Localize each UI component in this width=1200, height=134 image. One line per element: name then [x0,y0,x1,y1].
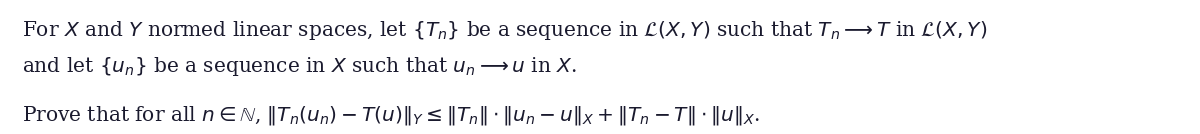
Text: For $X$ and $Y$ normed linear spaces, let $\{T_n\}$ be a sequence in $\mathcal{L: For $X$ and $Y$ normed linear spaces, le… [22,19,988,42]
Text: and let $\{u_n\}$ be a sequence in $X$ such that $u_n \longrightarrow u$ in $X$.: and let $\{u_n\}$ be a sequence in $X$ s… [22,55,577,79]
Text: Prove that for all $n \in \mathbb{N}$, $\|T_n(u_n) - T(u)\|_Y \leq \|T_n\| \cdot: Prove that for all $n \in \mathbb{N}$, $… [22,104,760,127]
